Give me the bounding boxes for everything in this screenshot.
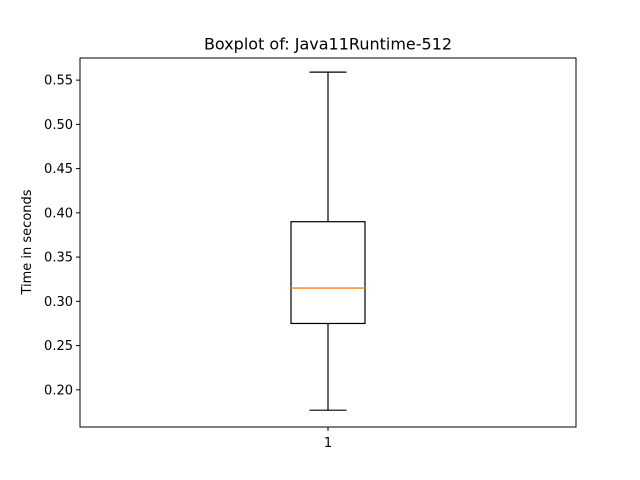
y-tick-label: 0.40 (44, 206, 73, 221)
y-tick-label: 0.25 (44, 339, 73, 354)
y-tick-label: 0.30 (44, 295, 73, 310)
y-tick-label: 0.35 (44, 251, 73, 266)
y-axis-label: Time in seconds (20, 189, 35, 295)
x-tick-label: 1 (324, 436, 332, 451)
iqr-box (290, 221, 366, 325)
y-tick-label: 0.45 (44, 162, 73, 177)
plot-area: 0.20 0.25 0.30 0.35 0.40 0.45 0.50 0.55 1 (44, 71, 366, 451)
y-tick-label: 0.55 (44, 74, 73, 89)
y-tick-label: 0.20 (44, 383, 73, 398)
axes-frame (79, 57, 577, 428)
chart-title: Boxplot of: Java11Runtime-512 (204, 35, 452, 54)
y-tick-label: 0.50 (44, 118, 73, 133)
